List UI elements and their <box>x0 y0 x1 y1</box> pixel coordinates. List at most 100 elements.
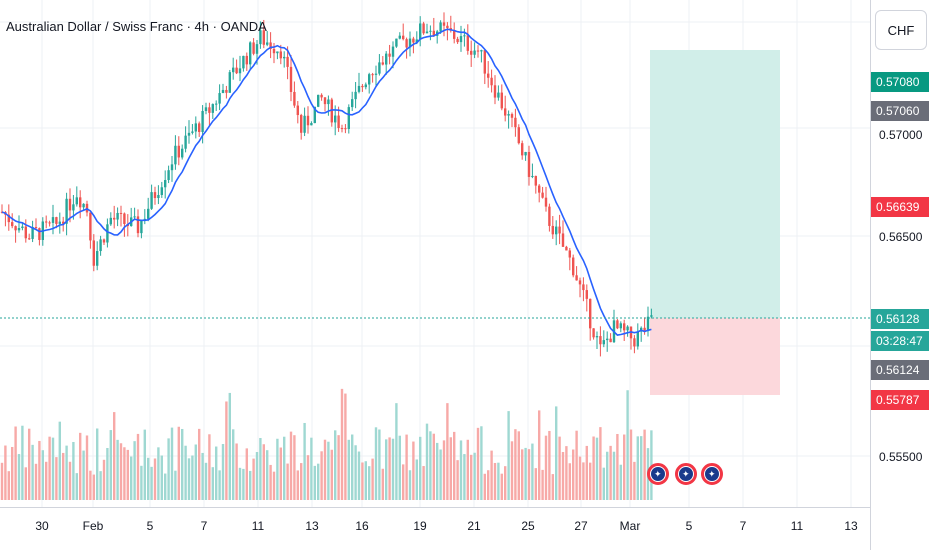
candle-body <box>68 198 72 211</box>
candle-body <box>446 25 449 29</box>
candle-body <box>225 89 228 93</box>
candle-body <box>184 135 187 149</box>
volume-bar <box>422 466 425 500</box>
candle-body <box>269 42 272 49</box>
volume-bar <box>483 473 486 500</box>
candle-body <box>235 67 238 74</box>
volume-bar <box>616 433 619 500</box>
candle-body <box>28 238 31 240</box>
candle-body <box>558 226 561 234</box>
volume-bar <box>527 449 531 500</box>
candle-body <box>99 239 102 252</box>
candle-body <box>34 227 38 229</box>
candle-body <box>473 50 476 55</box>
candle-body <box>303 115 306 133</box>
volume-bar <box>585 445 588 500</box>
candle-body <box>245 55 248 65</box>
candle-body <box>153 192 157 199</box>
candle-body <box>357 85 361 92</box>
candle-body <box>123 213 126 224</box>
volume-bar <box>143 429 146 500</box>
candle-body <box>364 84 367 88</box>
volume-bar <box>595 437 599 500</box>
candle-body <box>293 91 296 106</box>
volume-bar <box>337 435 340 500</box>
candle-body <box>160 187 163 195</box>
volume-bar <box>170 427 174 500</box>
time-label: 11 <box>251 519 265 533</box>
volume-bar <box>643 429 646 500</box>
candle-body <box>374 73 378 75</box>
volume-bar <box>7 471 10 500</box>
chart-area[interactable]: Australian Dollar / Swiss Franc · 4h · O… <box>0 0 870 507</box>
volume-bar <box>534 468 537 500</box>
candle-body <box>626 326 629 331</box>
candle-body <box>72 204 75 211</box>
candle-body <box>548 206 551 226</box>
candle-body <box>48 222 51 224</box>
volume-bar <box>514 429 517 500</box>
candle-body <box>504 108 507 116</box>
volume-bar <box>286 463 289 500</box>
candle-body <box>429 30 432 32</box>
price-axis[interactable]: CHF 0.57000 0.56500 0.55500 0.57080 0.57… <box>870 0 932 550</box>
volume-bar <box>582 462 585 500</box>
volume-bar <box>55 457 58 500</box>
candle-body <box>361 85 364 88</box>
volume-bar <box>245 448 248 500</box>
loss-zone[interactable] <box>650 318 780 395</box>
candle-body <box>266 42 269 45</box>
candle-body <box>106 224 109 243</box>
volume-bar <box>130 456 133 500</box>
volume-bar <box>347 439 350 500</box>
candle-body <box>24 226 27 239</box>
volume-bar <box>619 464 622 500</box>
candle-body <box>300 115 303 133</box>
volume-bar <box>602 467 605 500</box>
time-axis[interactable]: 30 Feb 5 7 11 13 16 19 21 25 27 Mar 5 7 … <box>0 507 870 551</box>
volume-bar <box>629 429 633 500</box>
candle-body <box>238 68 242 74</box>
au-flag-icon[interactable]: ✦ <box>701 463 723 485</box>
candle-body <box>133 216 136 218</box>
volume-bar <box>589 462 592 500</box>
candle-body <box>147 208 150 219</box>
au-flag-icon[interactable]: ✦ <box>647 463 669 485</box>
candle-body <box>398 35 401 39</box>
candle-body <box>340 128 344 130</box>
candle-body <box>405 39 408 48</box>
profit-zone[interactable] <box>650 50 780 318</box>
time-label: 11 <box>790 519 804 533</box>
candle-body <box>279 51 282 59</box>
volume-bar <box>28 428 31 500</box>
candle-body <box>585 290 588 299</box>
currency-button[interactable]: CHF <box>875 10 927 50</box>
volume-bar <box>490 450 493 500</box>
candle-body <box>102 239 106 243</box>
volume-bar <box>374 427 378 500</box>
candle-body <box>476 50 480 52</box>
candle-body <box>204 107 208 111</box>
volume-bar <box>96 428 99 500</box>
candle-body <box>96 251 99 266</box>
candle-body <box>636 331 639 347</box>
candle-body <box>425 31 429 34</box>
price-chart[interactable] <box>0 0 870 507</box>
volume-bar <box>204 462 208 500</box>
candle-body <box>412 38 415 43</box>
au-flag-icon[interactable]: ✦ <box>675 463 697 485</box>
volume-bar <box>14 426 17 500</box>
volume-bar <box>500 473 503 500</box>
volume-bar <box>167 438 170 500</box>
volume-bar <box>476 427 480 500</box>
volume-bar <box>351 434 354 500</box>
volume-bar <box>538 410 541 500</box>
volume-bar <box>113 412 116 500</box>
volume-bar <box>442 440 446 500</box>
candle-body <box>551 225 554 235</box>
candle-body <box>334 115 337 123</box>
volume-bar <box>310 437 313 500</box>
volume-bar <box>561 452 565 500</box>
candle-body <box>11 222 14 227</box>
bar-countdown: 03:28:47 <box>871 331 929 351</box>
